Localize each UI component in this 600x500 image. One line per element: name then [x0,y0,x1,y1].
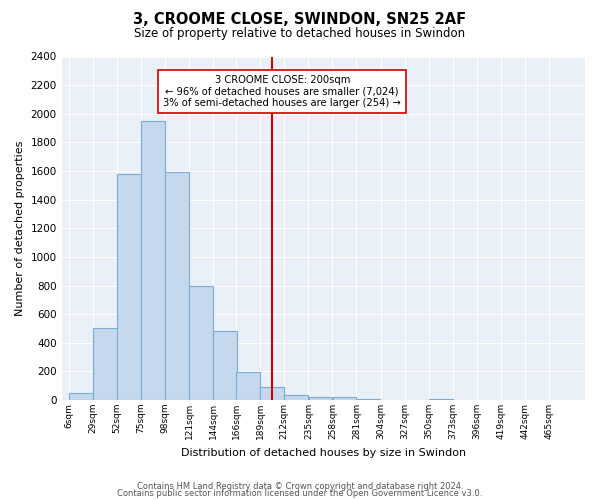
Y-axis label: Number of detached properties: Number of detached properties [15,140,25,316]
Text: Contains public sector information licensed under the Open Government Licence v3: Contains public sector information licen… [118,490,482,498]
Bar [93,328,117,400]
Bar [284,395,308,400]
Bar [260,387,284,400]
Text: 3, CROOME CLOSE, SWINDON, SN25 2AF: 3, CROOME CLOSE, SWINDON, SN25 2AF [133,12,467,28]
Bar [165,172,189,400]
Bar [69,393,93,400]
Text: 3 CROOME CLOSE: 200sqm
← 96% of detached houses are smaller (7,024)
3% of semi-d: 3 CROOME CLOSE: 200sqm ← 96% of detached… [163,75,401,108]
X-axis label: Distribution of detached houses by size in Swindon: Distribution of detached houses by size … [181,448,466,458]
Bar [141,121,165,400]
Text: Contains HM Land Registry data © Crown copyright and database right 2024.: Contains HM Land Registry data © Crown c… [137,482,463,491]
Bar [190,286,213,400]
Bar [308,397,332,400]
Bar [236,372,260,400]
Bar [117,174,141,400]
Bar [214,332,237,400]
Text: Size of property relative to detached houses in Swindon: Size of property relative to detached ho… [134,28,466,40]
Bar [429,398,452,400]
Bar [332,397,356,400]
